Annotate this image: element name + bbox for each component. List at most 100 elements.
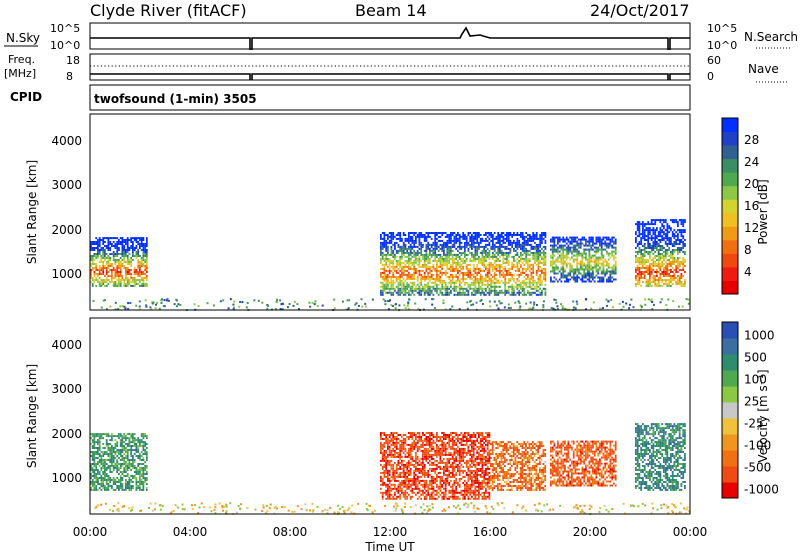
- heatmap-cell: [605, 298, 608, 301]
- colorbar-swatch: [722, 131, 738, 146]
- heatmap-cell: [137, 487, 140, 489]
- heatmap-cell: [144, 251, 147, 253]
- heatmap-cell: [523, 257, 526, 260]
- heatmap-cell: [90, 271, 92, 273]
- heatmap-cell: [333, 298, 336, 301]
- heatmap-cell: [659, 221, 662, 224]
- heatmap-cell: [490, 279, 493, 282]
- heatmap-cell: [399, 455, 402, 458]
- heatmap-cell: [521, 237, 524, 240]
- heatmap-cell: [139, 261, 141, 263]
- heatmap-cell: [130, 245, 133, 247]
- station-title: Clyde River (fitACF): [90, 1, 247, 20]
- heatmap-cell: [93, 247, 96, 249]
- heatmap-cell: [387, 477, 389, 480]
- heatmap-cell: [590, 254, 593, 257]
- velocity-heatmap: [90, 423, 691, 516]
- heatmap-cell: [126, 271, 129, 273]
- heatmap-cell: [451, 255, 454, 258]
- heatmap-cell: [102, 239, 105, 241]
- heatmap-cell: [439, 279, 442, 282]
- heatmap-cell: [116, 269, 119, 271]
- heatmap-cell: [93, 485, 96, 487]
- heatmap-cell: [502, 232, 505, 234]
- heatmap-cell: [649, 257, 651, 259]
- heatmap-cell: [137, 469, 140, 471]
- heatmap-cell: [418, 263, 421, 266]
- heatmap-cell: [399, 493, 402, 496]
- heatmap-cell: [415, 237, 417, 240]
- heatmap-cell: [123, 239, 126, 241]
- nsearch-tick-top: 10^5: [707, 22, 737, 35]
- heatmap-cell: [395, 279, 398, 282]
- heatmap-cell: [404, 473, 407, 476]
- heatmap-cell: [486, 269, 489, 272]
- heatmap-cell: [569, 268, 572, 271]
- heatmap-cell: [436, 253, 438, 256]
- heatmap-cell: [640, 284, 643, 287]
- heatmap-cell: [121, 275, 124, 277]
- heatmap-cell: [142, 457, 145, 459]
- heatmap-cell: [441, 285, 444, 288]
- heatmap-cell: [606, 262, 608, 265]
- heatmap-cell: [643, 275, 646, 277]
- heatmap-cell: [409, 287, 412, 290]
- heatmap-cell: [146, 473, 148, 475]
- heatmap-cell: [105, 445, 108, 447]
- heatmap-cell: [397, 243, 400, 246]
- heatmap-cell: [111, 445, 113, 447]
- heatmap-cell: [140, 475, 143, 477]
- heatmap-cell: [423, 287, 426, 290]
- heatmap-cell: [140, 441, 143, 444]
- heatmap-cell: [471, 243, 473, 246]
- heatmap-cell: [137, 251, 140, 253]
- heatmap-cell: [671, 277, 674, 279]
- heatmap-cell: [451, 269, 454, 272]
- heatmap-cell: [446, 245, 449, 248]
- heatmap-cell: [123, 281, 126, 283]
- heatmap-cell: [534, 259, 536, 262]
- heatmap-cell: [139, 457, 141, 459]
- heatmap-cell: [457, 271, 459, 274]
- heatmap-cell: [402, 447, 405, 450]
- heatmap-cell: [647, 281, 650, 283]
- heatmap-cell: [518, 239, 521, 242]
- heatmap-cell: [544, 287, 547, 290]
- heatmap-cell: [105, 463, 108, 465]
- heatmap-cell: [402, 232, 405, 234]
- heatmap-cell: [481, 255, 484, 258]
- heatmap-cell: [474, 235, 477, 238]
- heatmap-cell: [481, 253, 484, 256]
- heatmap-cell: [390, 245, 393, 248]
- heatmap-cell: [397, 237, 400, 240]
- heatmap-cell: [458, 285, 461, 288]
- heatmap-cell: [390, 265, 393, 268]
- heatmap-cell: [464, 241, 466, 244]
- heatmap-cell: [151, 301, 154, 304]
- heatmap-cell: [128, 239, 131, 241]
- heatmap-cell: [656, 259, 658, 261]
- heatmap-cell: [123, 265, 126, 267]
- heatmap-cell: [581, 264, 584, 267]
- heatmap-cell: [106, 308, 108, 311]
- heatmap-cell: [567, 252, 570, 255]
- heatmap-cell: [95, 447, 98, 449]
- heatmap-cell: [109, 435, 112, 438]
- heatmap-cell: [432, 293, 435, 296]
- heatmap-cell: [476, 281, 479, 284]
- heatmap-cell: [668, 231, 671, 234]
- heatmap-cell: [416, 257, 419, 260]
- heatmap-cell: [125, 249, 127, 251]
- heatmap-cell: [684, 243, 686, 245]
- heatmap-cell: [597, 280, 600, 283]
- heatmap-cell: [402, 451, 405, 454]
- heatmap-cell: [121, 435, 124, 438]
- heatmap-cell: [128, 483, 131, 485]
- heatmap-cell: [527, 265, 529, 268]
- heatmap-cell: [518, 275, 521, 278]
- heatmap-cell: [471, 241, 473, 244]
- heatmap-cell: [281, 308, 284, 311]
- heatmap-cell: [132, 485, 134, 487]
- heatmap-cell: [401, 489, 403, 492]
- heatmap-cell: [443, 285, 445, 288]
